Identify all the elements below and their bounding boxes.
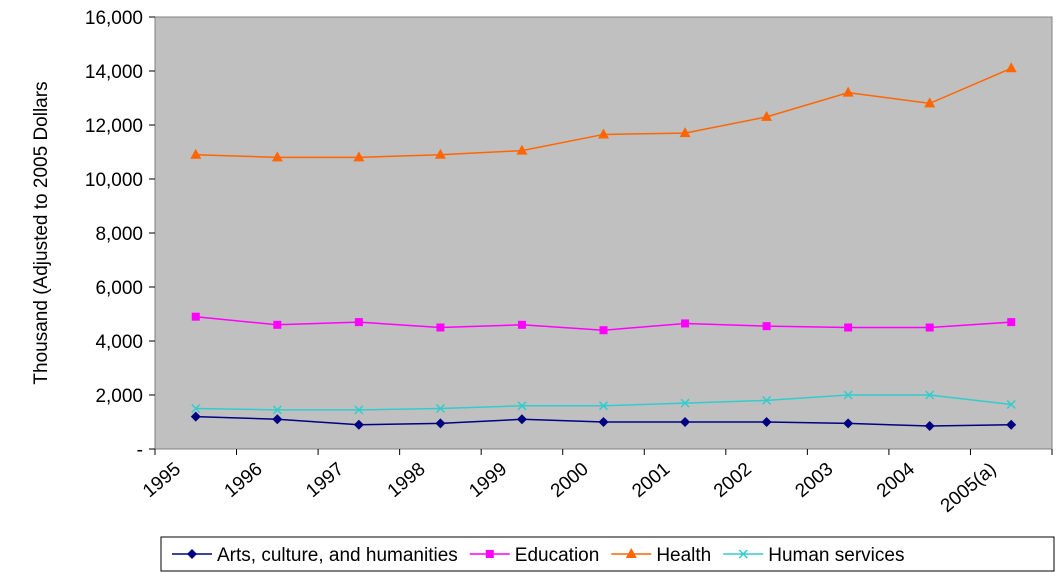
data-point [924, 421, 935, 432]
data-point [273, 320, 282, 329]
data-point [762, 395, 772, 405]
data-point [1006, 399, 1016, 409]
data-point [517, 320, 526, 329]
data-point [517, 401, 527, 411]
x-tick-label: 1997 [302, 459, 348, 502]
series-layer [190, 62, 1017, 432]
y-axis-label: Thousand (Adjusted to 2005 Dollars [31, 81, 52, 384]
data-point [925, 323, 934, 332]
x-tick-label: 1995 [139, 459, 185, 502]
data-point [190, 411, 201, 422]
data-point [191, 312, 200, 321]
data-point [679, 127, 691, 138]
data-point [680, 417, 691, 427]
data-point [1007, 318, 1016, 327]
data-point [187, 549, 197, 559]
data-point [761, 417, 772, 427]
data-point [190, 148, 202, 159]
data-point [485, 550, 494, 558]
y-tick-label: 8,000 [95, 224, 143, 245]
data-point [436, 323, 445, 332]
data-point [843, 390, 853, 400]
data-point [843, 418, 854, 429]
data-point [435, 403, 445, 414]
data-point [353, 151, 365, 162]
data-point [272, 414, 283, 425]
data-point [681, 319, 690, 328]
x-tick-label: 2002 [710, 459, 756, 502]
data-point [353, 419, 364, 430]
x-tick-label: 2000 [547, 459, 593, 502]
legend-label: Health [656, 545, 711, 566]
data-point [434, 148, 446, 159]
data-point [1005, 62, 1017, 73]
series-arts-culture-and-humanities [190, 411, 1017, 432]
legend: Arts, culture, and humanities Education He… [160, 536, 1055, 572]
x-tick-label: 2001 [628, 459, 674, 502]
data-point [271, 151, 283, 162]
series-health [190, 62, 1017, 162]
data-point [738, 549, 748, 559]
legend-item: Education [469, 545, 600, 566]
x-tick-label: 2005(a) [937, 459, 1001, 517]
data-point [924, 97, 936, 108]
x-tick-label: 2003 [791, 459, 837, 502]
series-human-services [191, 390, 1016, 415]
data-point [844, 323, 853, 332]
x-tick-label: 1996 [221, 459, 267, 502]
data-point [680, 398, 690, 408]
y-tick-label: 14,000 [85, 62, 143, 83]
legend-item: Human services [723, 545, 904, 566]
x-tick-label: 2004 [873, 458, 919, 502]
legend-item: Health [611, 545, 711, 566]
data-point [598, 417, 609, 427]
data-point [354, 405, 364, 415]
plot-area [154, 16, 1053, 450]
data-point [354, 318, 363, 327]
y-tick-label: 12,000 [85, 116, 143, 137]
data-point [272, 405, 282, 415]
data-point [761, 110, 773, 121]
data-point [598, 128, 609, 139]
y-tick-label: 16,000 [85, 8, 143, 29]
y-tick-label: 6,000 [95, 278, 143, 299]
data-point [598, 401, 609, 411]
y-tick-label: 10,000 [85, 170, 143, 191]
x-tick-label: 1999 [465, 459, 511, 502]
x-tick-label: 1998 [384, 459, 430, 502]
data-point [516, 144, 528, 155]
legend-label: Education [515, 545, 600, 566]
y-tick-label: - [137, 440, 143, 461]
data-point [191, 403, 201, 414]
data-point [842, 86, 854, 97]
data-point [762, 322, 771, 331]
data-point [516, 414, 527, 425]
y-tick-label: 2,000 [95, 386, 143, 407]
legend-item: Arts, culture, and humanities [172, 545, 458, 566]
data-point [625, 548, 637, 558]
data-point [599, 326, 608, 335]
data-point [435, 418, 446, 429]
data-point [925, 390, 935, 400]
legend-label: Arts, culture, and humanities [217, 545, 458, 566]
y-tick-label: 4,000 [95, 332, 143, 353]
data-point [1006, 419, 1017, 430]
legend-label: Human services [768, 545, 904, 566]
series-education [191, 312, 1016, 335]
legend-box [160, 536, 1055, 572]
